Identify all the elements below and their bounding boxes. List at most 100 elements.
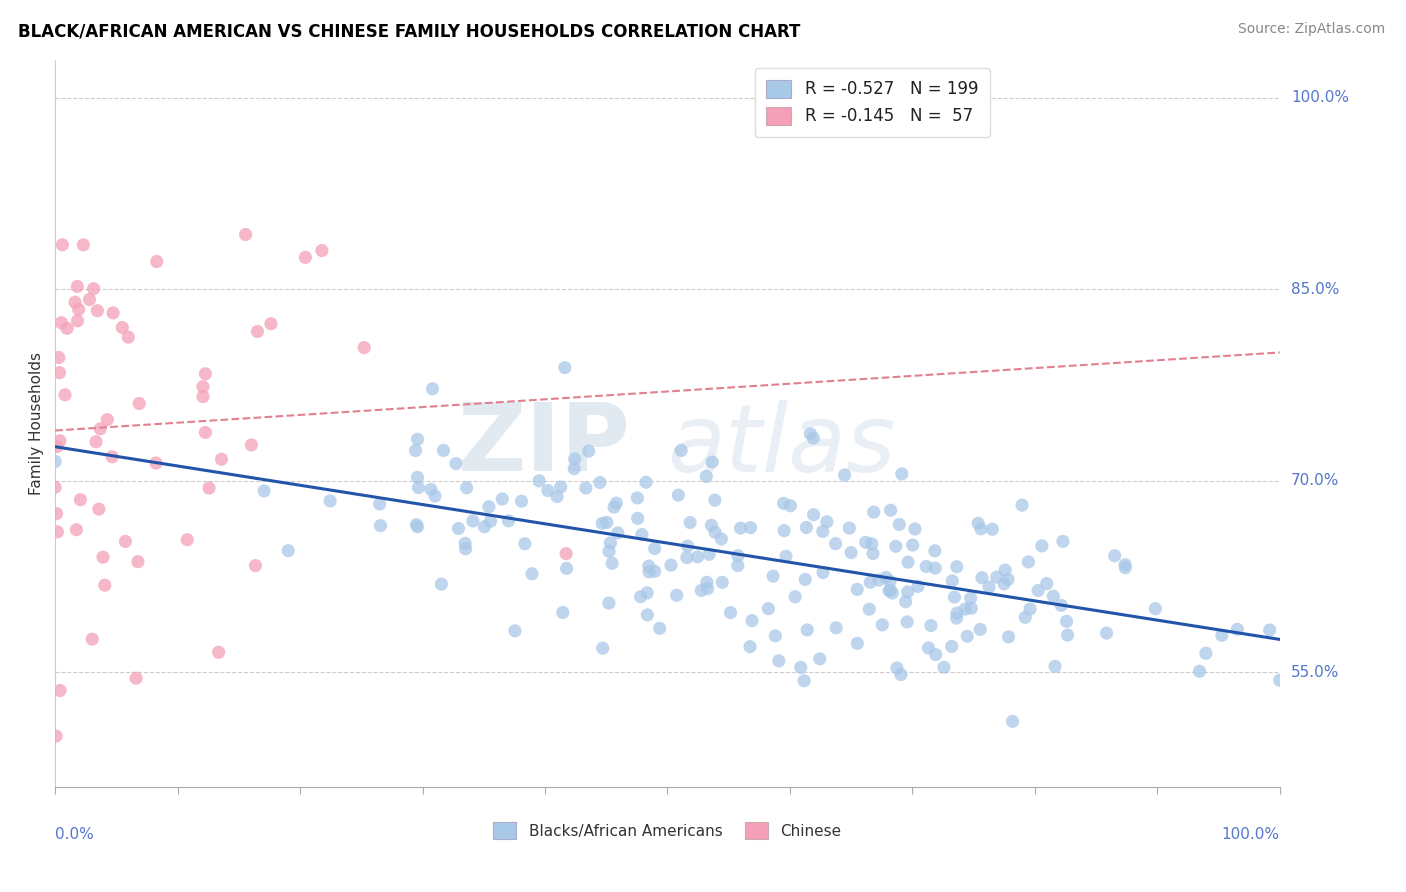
Point — [924, 543, 946, 558]
Point — [630, 590, 652, 604]
Point — [49, 434, 72, 448]
Point — [145, 456, 167, 470]
Point — [194, 425, 217, 440]
Point — [598, 596, 620, 610]
Point — [176, 533, 198, 547]
Point — [882, 586, 904, 600]
Point — [969, 623, 991, 637]
Point — [246, 325, 269, 339]
Point — [631, 527, 654, 541]
Point — [945, 559, 967, 574]
Point — [1011, 498, 1033, 512]
Point — [796, 623, 818, 637]
Point — [884, 539, 907, 553]
Point — [1035, 576, 1057, 591]
Point — [503, 624, 526, 638]
Point — [63, 295, 86, 310]
Point — [555, 561, 578, 575]
Point — [89, 422, 111, 436]
Point — [578, 444, 600, 458]
Point — [925, 648, 948, 662]
Text: 100.0%: 100.0% — [1222, 827, 1279, 842]
Point — [799, 426, 821, 441]
Point — [917, 640, 939, 655]
Point — [432, 443, 454, 458]
Point — [1056, 628, 1078, 642]
Text: Source: ZipAtlas.com: Source: ZipAtlas.com — [1237, 22, 1385, 37]
Point — [711, 575, 734, 590]
Point — [915, 559, 938, 574]
Point — [932, 660, 955, 674]
Point — [824, 536, 846, 550]
Point — [644, 565, 666, 579]
Point — [406, 520, 429, 534]
Point — [970, 571, 993, 585]
Point — [605, 496, 627, 510]
Point — [901, 538, 924, 552]
Point — [862, 547, 884, 561]
Point — [405, 443, 427, 458]
Point — [606, 525, 628, 540]
Point — [91, 550, 114, 565]
Point — [877, 583, 900, 598]
Point — [430, 577, 453, 591]
Point — [703, 493, 725, 508]
Point — [790, 660, 813, 674]
Point — [145, 254, 167, 268]
Point — [676, 539, 699, 553]
Point — [454, 536, 477, 550]
Point — [696, 582, 718, 596]
Point — [537, 483, 560, 498]
Point — [1001, 714, 1024, 729]
Point — [67, 302, 90, 317]
Point — [904, 522, 927, 536]
Point — [941, 574, 963, 588]
Point — [575, 481, 598, 495]
Point — [48, 351, 70, 365]
Point — [83, 282, 105, 296]
Point — [45, 507, 67, 521]
Point — [740, 520, 762, 534]
Point — [704, 525, 727, 540]
Point — [1043, 659, 1066, 673]
Point — [491, 491, 513, 506]
Point — [408, 481, 430, 495]
Point — [69, 492, 91, 507]
Point — [207, 645, 229, 659]
Point — [194, 367, 217, 381]
Point — [1017, 555, 1039, 569]
Point — [872, 617, 894, 632]
Point — [598, 544, 620, 558]
Point — [1042, 589, 1064, 603]
Point — [868, 573, 890, 587]
Point — [1019, 602, 1042, 616]
Point — [191, 390, 214, 404]
Point — [875, 570, 897, 584]
Point — [554, 360, 576, 375]
Point — [993, 577, 1015, 591]
Point — [803, 508, 825, 522]
Point — [513, 537, 536, 551]
Point — [671, 443, 693, 458]
Point — [370, 518, 392, 533]
Point — [959, 591, 981, 606]
Point — [924, 561, 946, 575]
Point — [772, 496, 794, 510]
Point — [758, 601, 780, 615]
Point — [779, 499, 801, 513]
Point — [879, 574, 901, 589]
Point — [858, 602, 880, 616]
Point — [970, 522, 993, 536]
Point — [730, 521, 752, 535]
Point — [600, 556, 623, 570]
Point — [406, 432, 429, 446]
Point — [700, 518, 723, 533]
Point — [66, 279, 89, 293]
Point — [773, 524, 796, 538]
Point — [956, 629, 979, 643]
Point — [676, 550, 699, 565]
Point — [1056, 615, 1078, 629]
Text: 70.0%: 70.0% — [1291, 474, 1339, 488]
Point — [636, 607, 658, 622]
Point — [405, 517, 427, 532]
